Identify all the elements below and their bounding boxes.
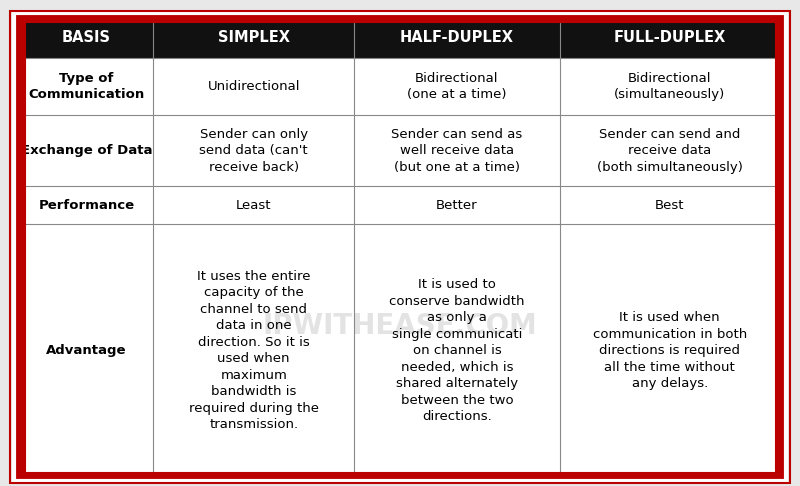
- Bar: [20, 17, 153, 57]
- Text: Performance: Performance: [38, 199, 134, 212]
- Text: IPWITHEASE.COM: IPWITHEASE.COM: [262, 312, 538, 340]
- Text: Least: Least: [236, 199, 271, 212]
- Text: Best: Best: [655, 199, 685, 212]
- Text: FULL-DUPLEX: FULL-DUPLEX: [614, 30, 726, 45]
- Bar: [153, 186, 354, 224]
- Text: Sender can send as
well receive data
(but one at a time): Sender can send as well receive data (bu…: [391, 128, 522, 174]
- Text: Bidirectional
(simultaneously): Bidirectional (simultaneously): [614, 71, 726, 101]
- Text: HALF-DUPLEX: HALF-DUPLEX: [400, 30, 514, 45]
- Text: Better: Better: [436, 199, 478, 212]
- Text: It is used to
conserve bandwidth
as only a
single communicati
on channel is
need: It is used to conserve bandwidth as only…: [390, 278, 525, 423]
- Text: Type of
Communication: Type of Communication: [28, 71, 145, 101]
- Text: Advantage: Advantage: [46, 344, 126, 357]
- Text: Sender can send and
receive data
(both simultaneously): Sender can send and receive data (both s…: [597, 128, 742, 174]
- Bar: [20, 186, 153, 224]
- Bar: [354, 186, 560, 224]
- Text: BASIS: BASIS: [62, 30, 111, 45]
- Bar: [560, 17, 780, 57]
- Text: Sender can only
send data (can't
receive back): Sender can only send data (can't receive…: [199, 128, 308, 174]
- Text: Bidirectional
(one at a time): Bidirectional (one at a time): [407, 71, 506, 101]
- Text: Exchange of Data: Exchange of Data: [21, 144, 152, 157]
- Bar: [560, 186, 780, 224]
- Text: Unidirectional: Unidirectional: [207, 80, 300, 93]
- Text: SIMPLEX: SIMPLEX: [218, 30, 290, 45]
- Text: It is used when
communication in both
directions is required
all the time withou: It is used when communication in both di…: [593, 311, 747, 390]
- Bar: [153, 17, 354, 57]
- Text: It uses the entire
capacity of the
channel to send
data in one
direction. So it : It uses the entire capacity of the chann…: [189, 270, 318, 432]
- Bar: [354, 17, 560, 57]
